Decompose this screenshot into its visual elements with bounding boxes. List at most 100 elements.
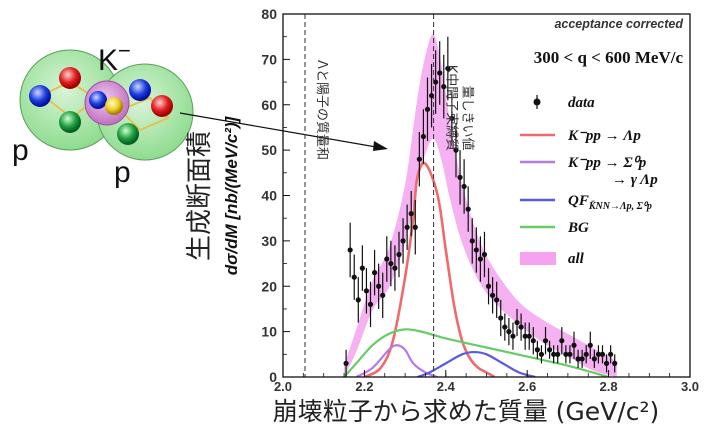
data-point xyxy=(359,265,365,271)
y-tick-label: 60 xyxy=(261,97,277,113)
data-point xyxy=(608,351,614,357)
data-point xyxy=(384,256,390,262)
y-tick-label: 20 xyxy=(261,278,277,294)
x-tick-label: 3.0 xyxy=(681,379,699,394)
data-point xyxy=(363,288,370,294)
data-point xyxy=(388,260,394,267)
data-point xyxy=(408,211,414,217)
data-point xyxy=(396,251,402,258)
data-point xyxy=(498,315,504,321)
plot-frame xyxy=(282,13,691,378)
legend-bg-label: BG xyxy=(567,220,589,236)
y-axis-label: dσ/dM [nb/(MeV/c²)] xyxy=(222,115,241,275)
y-tick-label: 50 xyxy=(261,142,277,158)
data-point xyxy=(571,342,577,348)
data-point xyxy=(449,115,455,121)
y-tick-label: 80 xyxy=(261,6,277,22)
data-point xyxy=(355,297,361,303)
red-quark-icon xyxy=(151,95,173,117)
legend-kpp_s0p-label-line2: → γ Λp xyxy=(612,172,658,188)
data-point xyxy=(376,283,382,289)
data-point xyxy=(510,333,516,339)
data-point xyxy=(453,147,459,153)
green-quark-icon xyxy=(117,123,139,145)
data-point xyxy=(551,351,557,357)
red-quark-icon xyxy=(59,67,81,89)
data-point xyxy=(490,292,496,298)
legend: data K⁻pp → Λp K⁻pp → Σ⁰p→ γ Λp QFK̄NN→Λp, … xyxy=(520,95,658,267)
data-point xyxy=(428,93,435,99)
y-tick-label: 40 xyxy=(261,188,277,204)
data-point xyxy=(567,351,573,357)
blue-quark-icon xyxy=(29,85,51,107)
legend-data-label: data xyxy=(568,95,595,111)
pointer-arrow xyxy=(179,112,388,151)
kpp-diagram: K− p p xyxy=(12,38,194,189)
data-point xyxy=(506,329,512,335)
data-point xyxy=(546,347,553,353)
arrowhead-icon xyxy=(373,141,388,151)
legend-kpp_s0p-label: K⁻pp → Σ⁰p xyxy=(567,155,647,171)
proton-left-label: p xyxy=(12,134,29,167)
data-point xyxy=(502,324,508,330)
data-point xyxy=(538,351,545,357)
threshold-label-1a: K中間子束縛質 xyxy=(444,65,460,152)
data-point xyxy=(469,238,475,244)
data-point xyxy=(514,319,520,326)
x-axis-label: 崩壊粒子から求めた質量 (GeV/c²) xyxy=(273,397,660,426)
blue-quark-icon xyxy=(129,79,151,101)
data-point xyxy=(583,351,589,357)
green-quark-icon xyxy=(59,111,81,133)
data-point xyxy=(591,356,597,362)
legend-qf-label: QFK̄NN→Λp, Σ⁰p xyxy=(568,193,652,212)
data-point xyxy=(522,333,528,339)
data-point xyxy=(412,224,418,230)
x-tick-label: 2.8 xyxy=(600,379,618,394)
x-tick-label: 2.6 xyxy=(518,379,536,394)
data-point xyxy=(441,84,447,90)
data-point xyxy=(380,292,386,298)
data-point xyxy=(367,301,374,307)
data-point xyxy=(445,65,451,72)
data-points xyxy=(343,36,618,377)
data-point xyxy=(595,351,602,357)
series-bg-line xyxy=(343,328,609,377)
data-point xyxy=(343,360,349,366)
legend-qf-subscript: K̄NN→Λp, Σ⁰p xyxy=(588,201,652,212)
x-tick-label: 2.4 xyxy=(437,379,456,394)
data-point xyxy=(518,324,524,330)
plot-area: Λと陽子の質量和 K中間子束縛質 量しきい値 2.0 2.2 2.4 2.6 2.8 3.0 0 1… xyxy=(261,6,699,394)
x-tick-label: 2.0 xyxy=(274,379,292,394)
data-point xyxy=(481,251,488,258)
chart-subtitle: 300 < q < 600 MeV/c xyxy=(534,48,684,67)
data-point xyxy=(473,247,479,253)
data-point xyxy=(534,347,540,353)
legend-data-marker xyxy=(533,98,541,106)
y-tick-label: 0 xyxy=(269,369,277,385)
data-point xyxy=(559,338,565,344)
data-point xyxy=(477,256,483,262)
threshold-label-1b: 量しきい値 xyxy=(460,85,476,150)
data-point xyxy=(612,360,618,366)
data-point xyxy=(371,270,378,276)
series-kpp_lp-line xyxy=(363,161,496,377)
data-point xyxy=(526,333,532,339)
data-point xyxy=(400,238,406,244)
data-point xyxy=(579,356,585,362)
kaon-label-text: K xyxy=(98,44,118,77)
data-point xyxy=(392,265,398,271)
data-point xyxy=(457,174,463,180)
data-point xyxy=(575,356,581,362)
legend-all-label: all xyxy=(568,251,585,267)
data-point xyxy=(530,338,536,344)
data-point xyxy=(433,79,439,85)
data-point xyxy=(437,70,443,76)
data-point xyxy=(347,247,353,253)
y-tick-label: 70 xyxy=(261,51,277,67)
y-tick-label: 10 xyxy=(261,324,277,340)
data-point xyxy=(461,183,467,190)
kaon-label: K− xyxy=(98,38,131,77)
data-point xyxy=(599,351,606,357)
kaon-blue-quark-icon xyxy=(89,91,107,109)
